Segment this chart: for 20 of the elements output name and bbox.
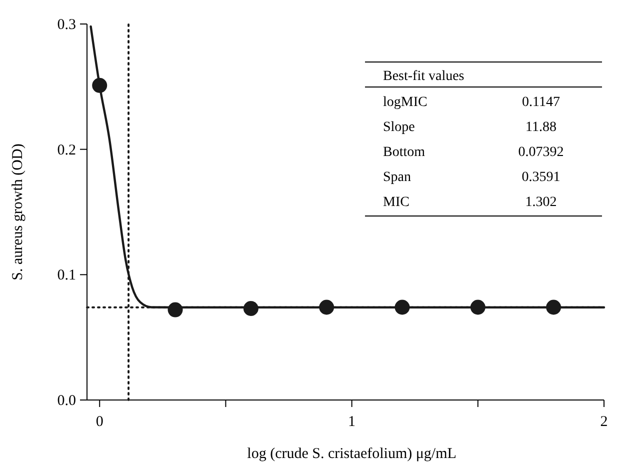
x-tick-label: 0 [96, 414, 104, 430]
annotation: logMIC [383, 95, 428, 110]
y-tick-label: 0.3 [57, 17, 76, 33]
annotation: 0.07392 [518, 145, 564, 160]
y-axis-title: S. aureus growth (OD) [10, 144, 26, 280]
annotation: Best-fit values [383, 69, 464, 84]
annotation: Slope [383, 120, 415, 135]
y-tick-label: 0.0 [57, 393, 76, 409]
annotation: 1.302 [525, 195, 557, 210]
x-tick-label: 2 [600, 414, 608, 430]
annotation: MIC [383, 195, 410, 210]
annotation: 0.3591 [522, 170, 560, 185]
x-axis-title: log (crude S. cristaefolium) μg/mL [247, 446, 456, 462]
annotation: Bottom [383, 145, 426, 160]
y-tick-label: 0.2 [57, 142, 76, 158]
annotation: Span [383, 170, 411, 185]
annotation: 0.1147 [522, 95, 560, 110]
annotation: 11.88 [526, 120, 556, 135]
y-tick-label: 0.1 [57, 268, 76, 284]
x-tick-label: 1 [348, 414, 356, 430]
